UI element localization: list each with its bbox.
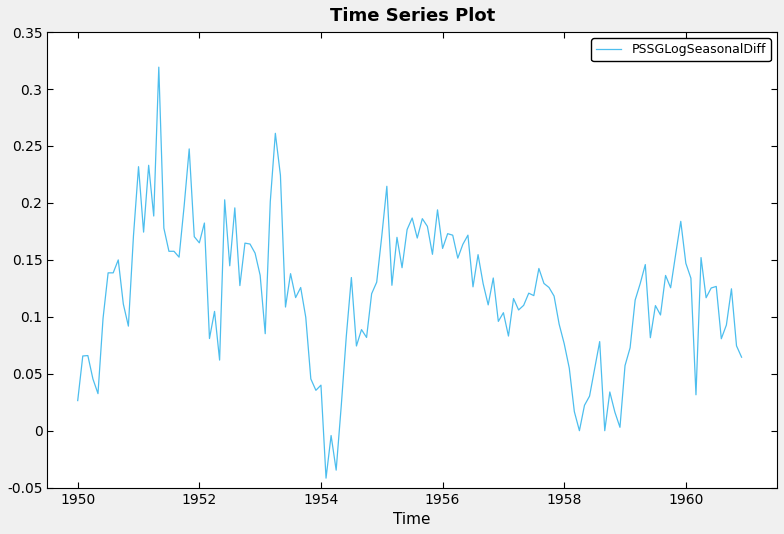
PSSGLogSeasonalDiff [129, 233, 138, 239]
PSSGLogSeasonalDiff [159, 225, 169, 231]
Title: Time Series Plot: Time Series Plot [329, 7, 495, 25]
PSSGLogSeasonalDiff [737, 354, 746, 360]
PSSGLogSeasonalDiff [321, 475, 331, 481]
PSSGLogSeasonalDiff [620, 363, 630, 369]
PSSGLogSeasonalDiff [154, 64, 164, 70]
X-axis label: Time: Time [394, 512, 431, 527]
PSSGLogSeasonalDiff [281, 304, 290, 310]
Legend: PSSGLogSeasonalDiff: PSSGLogSeasonalDiff [591, 38, 771, 61]
PSSGLogSeasonalDiff [301, 314, 310, 320]
Line: PSSGLogSeasonalDiff: PSSGLogSeasonalDiff [78, 67, 742, 478]
PSSGLogSeasonalDiff [615, 424, 625, 430]
PSSGLogSeasonalDiff [73, 397, 82, 404]
